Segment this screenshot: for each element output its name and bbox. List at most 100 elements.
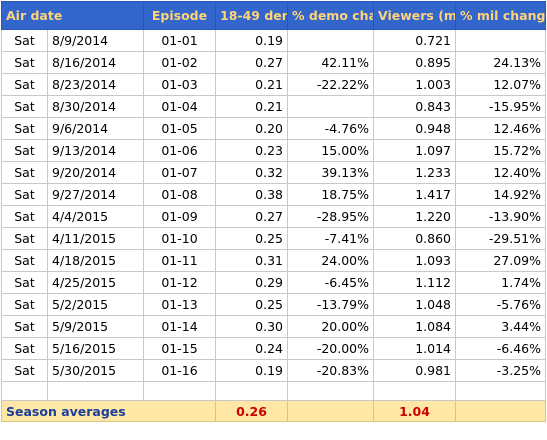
day-cell: Sat <box>1 161 48 184</box>
demo-change-cell: -6.45% <box>287 271 374 294</box>
day-cell: Sat <box>1 227 48 250</box>
mil-change-cell: 12.07% <box>455 73 546 96</box>
demo-change-cell: -22.22% <box>287 73 374 96</box>
demo-cell: 0.30 <box>215 315 288 338</box>
episode-cell: 01-03 <box>143 73 216 96</box>
day-cell: Sat <box>1 293 48 316</box>
mil-change-cell: -3.25% <box>455 359 546 382</box>
table-row: Sat 5/30/2015 01-16 0.19 -20.83% 0.981 -… <box>1 359 546 382</box>
table-row: Sat 9/20/2014 01-07 0.32 39.13% 1.233 12… <box>1 161 546 184</box>
mil-change-cell <box>455 29 546 52</box>
demo-cell: 0.27 <box>215 51 288 74</box>
episode-header: Episode <box>143 1 216 30</box>
episode-cell: 01-12 <box>143 271 216 294</box>
demo-change-cell: -20.00% <box>287 337 374 360</box>
episode-cell: 01-14 <box>143 315 216 338</box>
table-row: Sat 8/9/2014 01-01 0.19 0.721 <box>1 29 546 52</box>
episode-cell: 01-06 <box>143 139 216 162</box>
day-cell: Sat <box>1 95 48 118</box>
episode-cell: 01-07 <box>143 161 216 184</box>
demo-cell: 0.25 <box>215 293 288 316</box>
viewers-cell: 0.843 <box>373 95 456 118</box>
mil-change-cell: 3.44% <box>455 315 546 338</box>
demo-change-cell: 39.13% <box>287 161 374 184</box>
date-cell: 5/9/2015 <box>47 315 144 338</box>
demo-cell: 0.25 <box>215 227 288 250</box>
avg-blank-cell <box>287 400 374 422</box>
demo-change-cell: 20.00% <box>287 315 374 338</box>
table-row: Sat 9/27/2014 01-08 0.38 18.75% 1.417 14… <box>1 183 546 206</box>
demo-change-cell: -4.76% <box>287 117 374 140</box>
season-averages-row: Season averages 0.26 1.04 <box>1 400 546 422</box>
viewers-cell: 1.097 <box>373 139 456 162</box>
demo-change-cell: 42.11% <box>287 51 374 74</box>
demo-change-cell: -28.95% <box>287 205 374 228</box>
demo-change-header: % demo change <box>287 1 374 30</box>
mil-change-cell: -5.76% <box>455 293 546 316</box>
mil-change-cell: -6.46% <box>455 337 546 360</box>
viewers-cell: 1.112 <box>373 271 456 294</box>
viewers-header: Viewers (mil) <box>373 1 456 30</box>
viewers-cell: 1.048 <box>373 293 456 316</box>
episode-cell: 01-01 <box>143 29 216 52</box>
demo-cell: 0.38 <box>215 183 288 206</box>
date-cell: 9/27/2014 <box>47 183 144 206</box>
blank-cell <box>287 381 374 401</box>
viewers-cell: 0.860 <box>373 227 456 250</box>
mil-change-cell: 24.13% <box>455 51 546 74</box>
demo-change-cell: -7.41% <box>287 227 374 250</box>
blank-row <box>1 381 546 401</box>
demo-cell: 0.27 <box>215 205 288 228</box>
date-cell: 4/4/2015 <box>47 205 144 228</box>
table-row: Sat 8/16/2014 01-02 0.27 42.11% 0.895 24… <box>1 51 546 74</box>
episode-cell: 01-11 <box>143 249 216 272</box>
day-cell: Sat <box>1 139 48 162</box>
mil-change-header: % mil change <box>455 1 546 30</box>
day-cell: Sat <box>1 359 48 382</box>
episode-cell: 01-04 <box>143 95 216 118</box>
viewers-cell: 1.417 <box>373 183 456 206</box>
table-row: Sat 5/16/2015 01-15 0.24 -20.00% 1.014 -… <box>1 337 546 360</box>
blank-cell <box>455 381 546 401</box>
demo-cell: 0.23 <box>215 139 288 162</box>
demo-cell: 0.20 <box>215 117 288 140</box>
table-row: Sat 4/25/2015 01-12 0.29 -6.45% 1.112 1.… <box>1 271 546 294</box>
mil-change-cell: -13.90% <box>455 205 546 228</box>
viewers-cell: 1.220 <box>373 205 456 228</box>
viewers-cell: 0.721 <box>373 29 456 52</box>
date-cell: 5/30/2015 <box>47 359 144 382</box>
day-cell: Sat <box>1 183 48 206</box>
season-averages-label: Season averages <box>1 400 216 422</box>
date-cell: 5/16/2015 <box>47 337 144 360</box>
demo-cell: 0.32 <box>215 161 288 184</box>
mil-change-cell: 15.72% <box>455 139 546 162</box>
blank-cell <box>215 381 288 401</box>
viewers-cell: 0.895 <box>373 51 456 74</box>
demo-change-cell: 18.75% <box>287 183 374 206</box>
demo-cell: 0.24 <box>215 337 288 360</box>
table-body: Sat 8/9/2014 01-01 0.19 0.721 Sat 8/16/2… <box>1 29 546 422</box>
table-row: Sat 5/9/2015 01-14 0.30 20.00% 1.084 3.4… <box>1 315 546 338</box>
demo-change-cell: 24.00% <box>287 249 374 272</box>
date-cell: 8/23/2014 <box>47 73 144 96</box>
demo-change-cell: -13.79% <box>287 293 374 316</box>
mil-change-cell: 1.74% <box>455 271 546 294</box>
avg-blank-cell <box>455 400 546 422</box>
day-cell: Sat <box>1 271 48 294</box>
day-cell: Sat <box>1 117 48 140</box>
episode-cell: 01-16 <box>143 359 216 382</box>
date-cell: 4/25/2015 <box>47 271 144 294</box>
day-cell: Sat <box>1 337 48 360</box>
date-cell: 8/16/2014 <box>47 51 144 74</box>
date-cell: 4/11/2015 <box>47 227 144 250</box>
episode-cell: 01-13 <box>143 293 216 316</box>
date-cell: 9/6/2014 <box>47 117 144 140</box>
viewers-cell: 1.014 <box>373 337 456 360</box>
blank-cell <box>47 381 144 401</box>
demo-cell: 0.21 <box>215 73 288 96</box>
mil-change-cell: -15.95% <box>455 95 546 118</box>
table-row: Sat 9/13/2014 01-06 0.23 15.00% 1.097 15… <box>1 139 546 162</box>
viewers-cell: 0.948 <box>373 117 456 140</box>
demo-cell: 0.21 <box>215 95 288 118</box>
episode-cell: 01-09 <box>143 205 216 228</box>
